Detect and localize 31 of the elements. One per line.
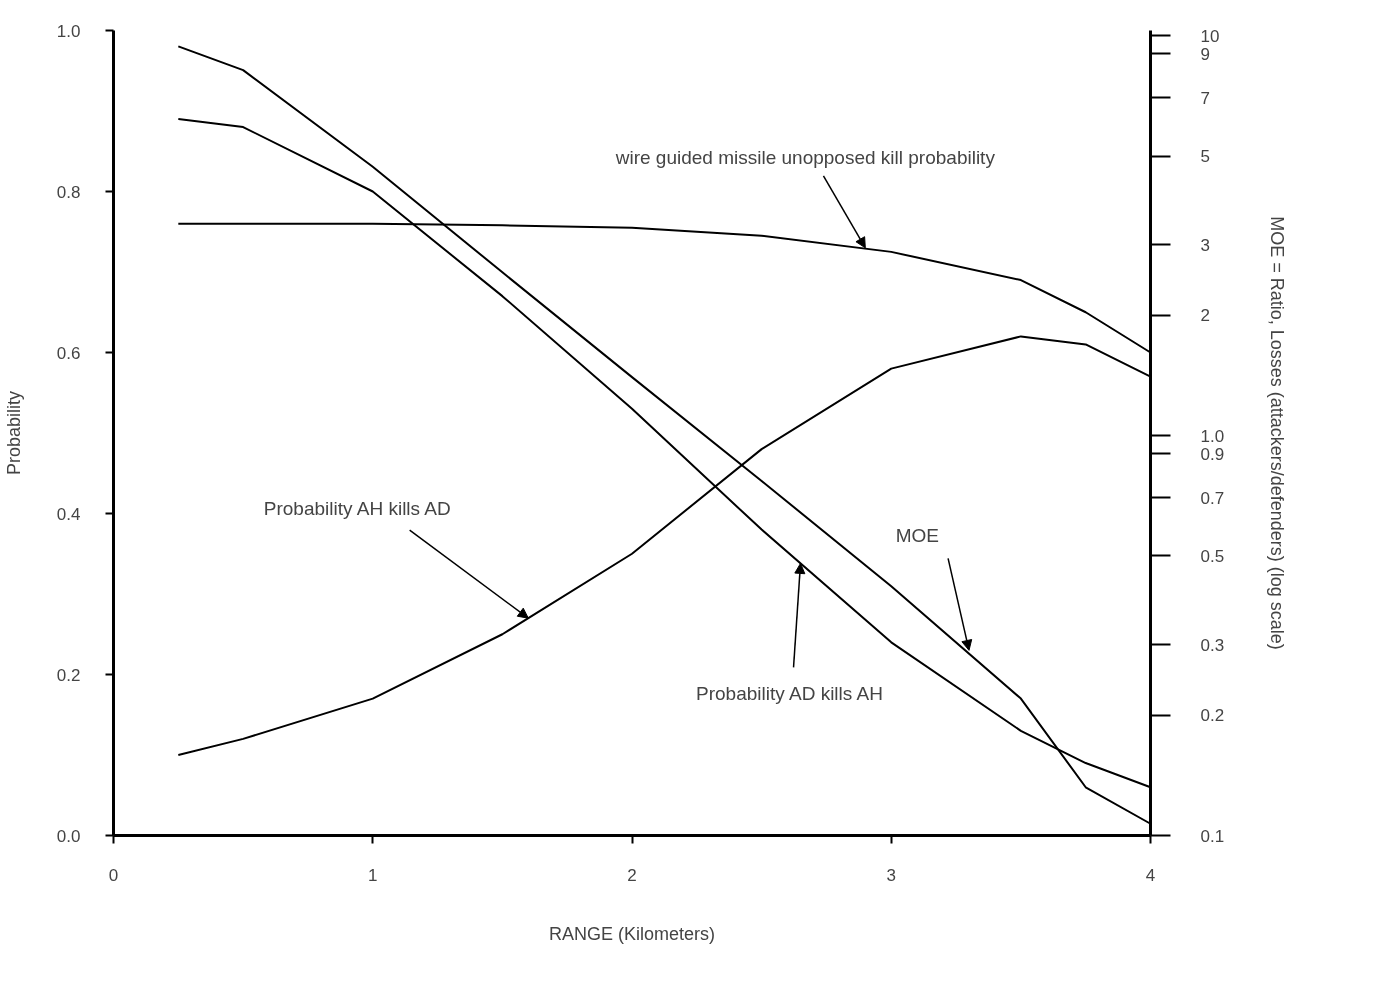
annotation: Probability AD kills AH bbox=[696, 682, 883, 704]
y2-tick-label: 1.0 bbox=[1200, 426, 1225, 446]
x-axis-title: RANGE (Kilometers) bbox=[548, 923, 716, 944]
y2-axis-title: MOE = Ratio, Losses (attackers/defenders) (log scale) bbox=[1267, 216, 1288, 650]
y2-tick-label: 9 bbox=[1200, 44, 1210, 64]
y2-tick-label: 0.1 bbox=[1200, 826, 1225, 846]
y-tick-label: 0.4 bbox=[56, 504, 81, 524]
x-tick-label: 4 bbox=[1145, 865, 1156, 885]
y-tick-label: 0.8 bbox=[56, 182, 81, 202]
annotation: Probability AH kills AD bbox=[263, 497, 451, 519]
annotation: wire guided missile unopposed kill probability bbox=[614, 147, 996, 169]
y-tick-label: 1.0 bbox=[56, 21, 81, 41]
y2-tick-label: 0.2 bbox=[1200, 706, 1225, 726]
x-tick-label: 0 bbox=[108, 865, 119, 885]
y2-tick-label: 0.5 bbox=[1200, 546, 1225, 566]
y-tick-label: 0.6 bbox=[56, 343, 81, 363]
y2-tick-label: 0.7 bbox=[1200, 488, 1225, 508]
y2-tick-label: 7 bbox=[1200, 88, 1210, 108]
annotation: MOE bbox=[895, 524, 940, 546]
x-tick-label: 2 bbox=[627, 865, 637, 885]
y-tick-label: 0.0 bbox=[56, 826, 81, 846]
y2-tick-label: 0.3 bbox=[1200, 635, 1225, 655]
y-tick-label: 0.2 bbox=[56, 665, 81, 685]
x-tick-label: 1 bbox=[368, 865, 378, 885]
y2-tick-label: 2 bbox=[1200, 306, 1210, 326]
y-axis-title: Probability bbox=[3, 390, 24, 476]
y2-tick-label: 10 bbox=[1200, 26, 1220, 46]
y2-tick-label: 5 bbox=[1200, 147, 1210, 167]
x-tick-label: 3 bbox=[886, 865, 896, 885]
y2-tick-label: 3 bbox=[1200, 235, 1210, 255]
y2-tick-label: 0.9 bbox=[1200, 444, 1225, 464]
